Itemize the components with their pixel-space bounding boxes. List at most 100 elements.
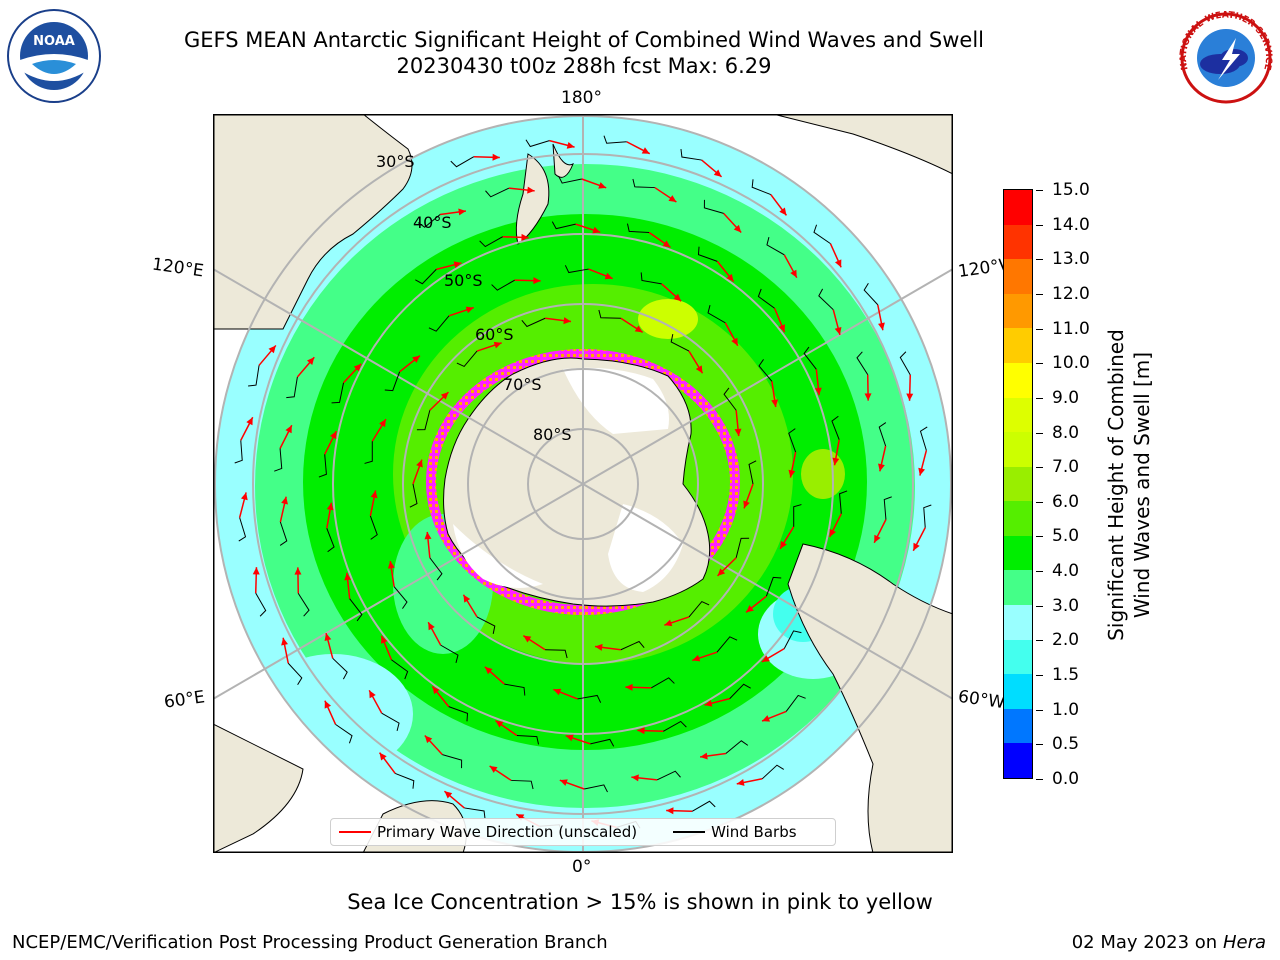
colorbar-tick-mark (1036, 224, 1043, 226)
wave-arrow-head (412, 355, 420, 363)
wind-barb (238, 517, 247, 542)
lat-label-80s: 80°S (533, 425, 572, 444)
wave-arrow-head (268, 345, 276, 354)
colorbar-tick-mark (1036, 536, 1043, 538)
colorbar-tick-label: 9.0 (1052, 387, 1080, 408)
colorbar-tick-label: 11.0 (1052, 318, 1090, 339)
wave-arrow-head (906, 393, 914, 401)
legend-barb-label: Wind Barbs (711, 823, 797, 841)
wave-arrow-head (330, 431, 337, 440)
wave-arrow-head (453, 261, 462, 269)
wind-barb (831, 415, 840, 440)
wind-barb (707, 305, 726, 324)
colorbar-tick-label: 14.0 (1052, 214, 1090, 235)
wind-barb (620, 640, 645, 651)
wave-arrow-head (516, 814, 525, 821)
wind-barb (818, 288, 834, 311)
wave-arrow-head (294, 567, 302, 575)
wind-barb (883, 496, 892, 520)
wind-barb (442, 754, 463, 769)
wave-arrow-head (370, 490, 378, 499)
colorbar-segment (1004, 362, 1032, 398)
wind-barb (479, 236, 503, 248)
wind-barbs-layer (234, 135, 932, 833)
colorbar-tick-mark (1036, 675, 1043, 677)
colorbar-tick-mark (1036, 190, 1043, 191)
wave-arrow-head (324, 633, 332, 642)
colorbar (1003, 189, 1033, 779)
map-panel (212, 113, 954, 854)
wave-arrow-head (592, 226, 601, 234)
wave-arrow-head (424, 531, 432, 540)
wave-arrow-head (416, 459, 423, 468)
wind-barb (783, 630, 802, 649)
colorbar-tick-mark (1036, 293, 1043, 295)
wave-arrow-head (563, 317, 571, 325)
wave-arrow-head (668, 195, 677, 202)
wave-arrow-head (829, 528, 836, 537)
lat-label-70s: 70°S (503, 375, 542, 394)
lon-label-0: 0° (572, 857, 592, 877)
wind-barb (417, 214, 441, 228)
wind-barb (450, 156, 475, 168)
wave-arrow-head (533, 277, 541, 285)
wind-barb (863, 282, 879, 306)
wave-arrow-head (246, 417, 253, 426)
wave-arrow-head (700, 752, 708, 760)
colorbar-tick-label: 2.0 (1052, 630, 1080, 651)
wave-arrow-head (521, 233, 529, 241)
wind-barb (456, 350, 478, 368)
noaa-logo: NOAA (7, 9, 101, 103)
wave-arrow-head (637, 727, 645, 735)
colorbar-tick-label: 12.0 (1052, 283, 1090, 304)
colorbar-tick-label: 5.0 (1052, 526, 1080, 547)
wave-arrow-head (252, 567, 260, 575)
wind-barb (551, 221, 576, 230)
wave-arrow-head (814, 387, 822, 396)
colorbar-segment (1004, 224, 1032, 260)
colorbar-segment (1004, 569, 1032, 606)
wave-arrow-head (780, 540, 787, 549)
colorbar-segment (1004, 189, 1032, 225)
wave-arrow-head (379, 752, 387, 761)
lon-label-180: 180° (561, 88, 602, 108)
wind-barb (735, 537, 750, 558)
colorbar-segment (1004, 466, 1032, 502)
wind-barb (297, 593, 310, 617)
wave-arrow-head (344, 572, 352, 581)
wave-arrow-head (440, 392, 449, 400)
lon-label-60w: 60°W (956, 686, 1007, 714)
wind-barb (504, 683, 526, 696)
wind-barb (429, 557, 443, 581)
wave-arrow-head (424, 735, 433, 744)
wind-barb (813, 224, 831, 245)
colorbar-tick-label: 8.0 (1052, 422, 1080, 443)
wave-arrow-head (566, 141, 575, 149)
chart-subtitle: 20230430 t00z 288h fcst Max: 6.29 (396, 54, 772, 78)
colorbar-tick-label: 0.5 (1052, 734, 1080, 755)
wind-barb (657, 770, 681, 781)
wave-arrow-head (428, 622, 435, 631)
footer-credit: NCEP/EMC/Verification Post Processing Pr… (12, 932, 608, 953)
wind-barb (335, 723, 353, 744)
wind-barb (716, 636, 738, 653)
wave-arrow-head (713, 169, 722, 177)
wind-barb (364, 441, 373, 464)
wind-barb (511, 779, 534, 790)
wave-arrow-head (662, 240, 671, 248)
wave-arrow-head (463, 594, 471, 603)
colorbar-tick-mark (1036, 709, 1043, 711)
wind-barb (287, 662, 303, 686)
colorbar-tick-label: 10.0 (1052, 353, 1090, 374)
wind-barb (381, 712, 400, 731)
wind-barb (899, 351, 911, 376)
wave-arrow-head (465, 306, 474, 314)
colorbar-segment (1004, 327, 1032, 363)
wave-arrow-head (559, 779, 568, 786)
wave-arrow-head (631, 774, 639, 782)
wind-barb (332, 657, 348, 680)
wave-arrow-head (834, 259, 842, 268)
wave-arrow-head (489, 766, 498, 773)
wind-barb (663, 720, 687, 732)
wave-arrow-head (790, 269, 797, 278)
